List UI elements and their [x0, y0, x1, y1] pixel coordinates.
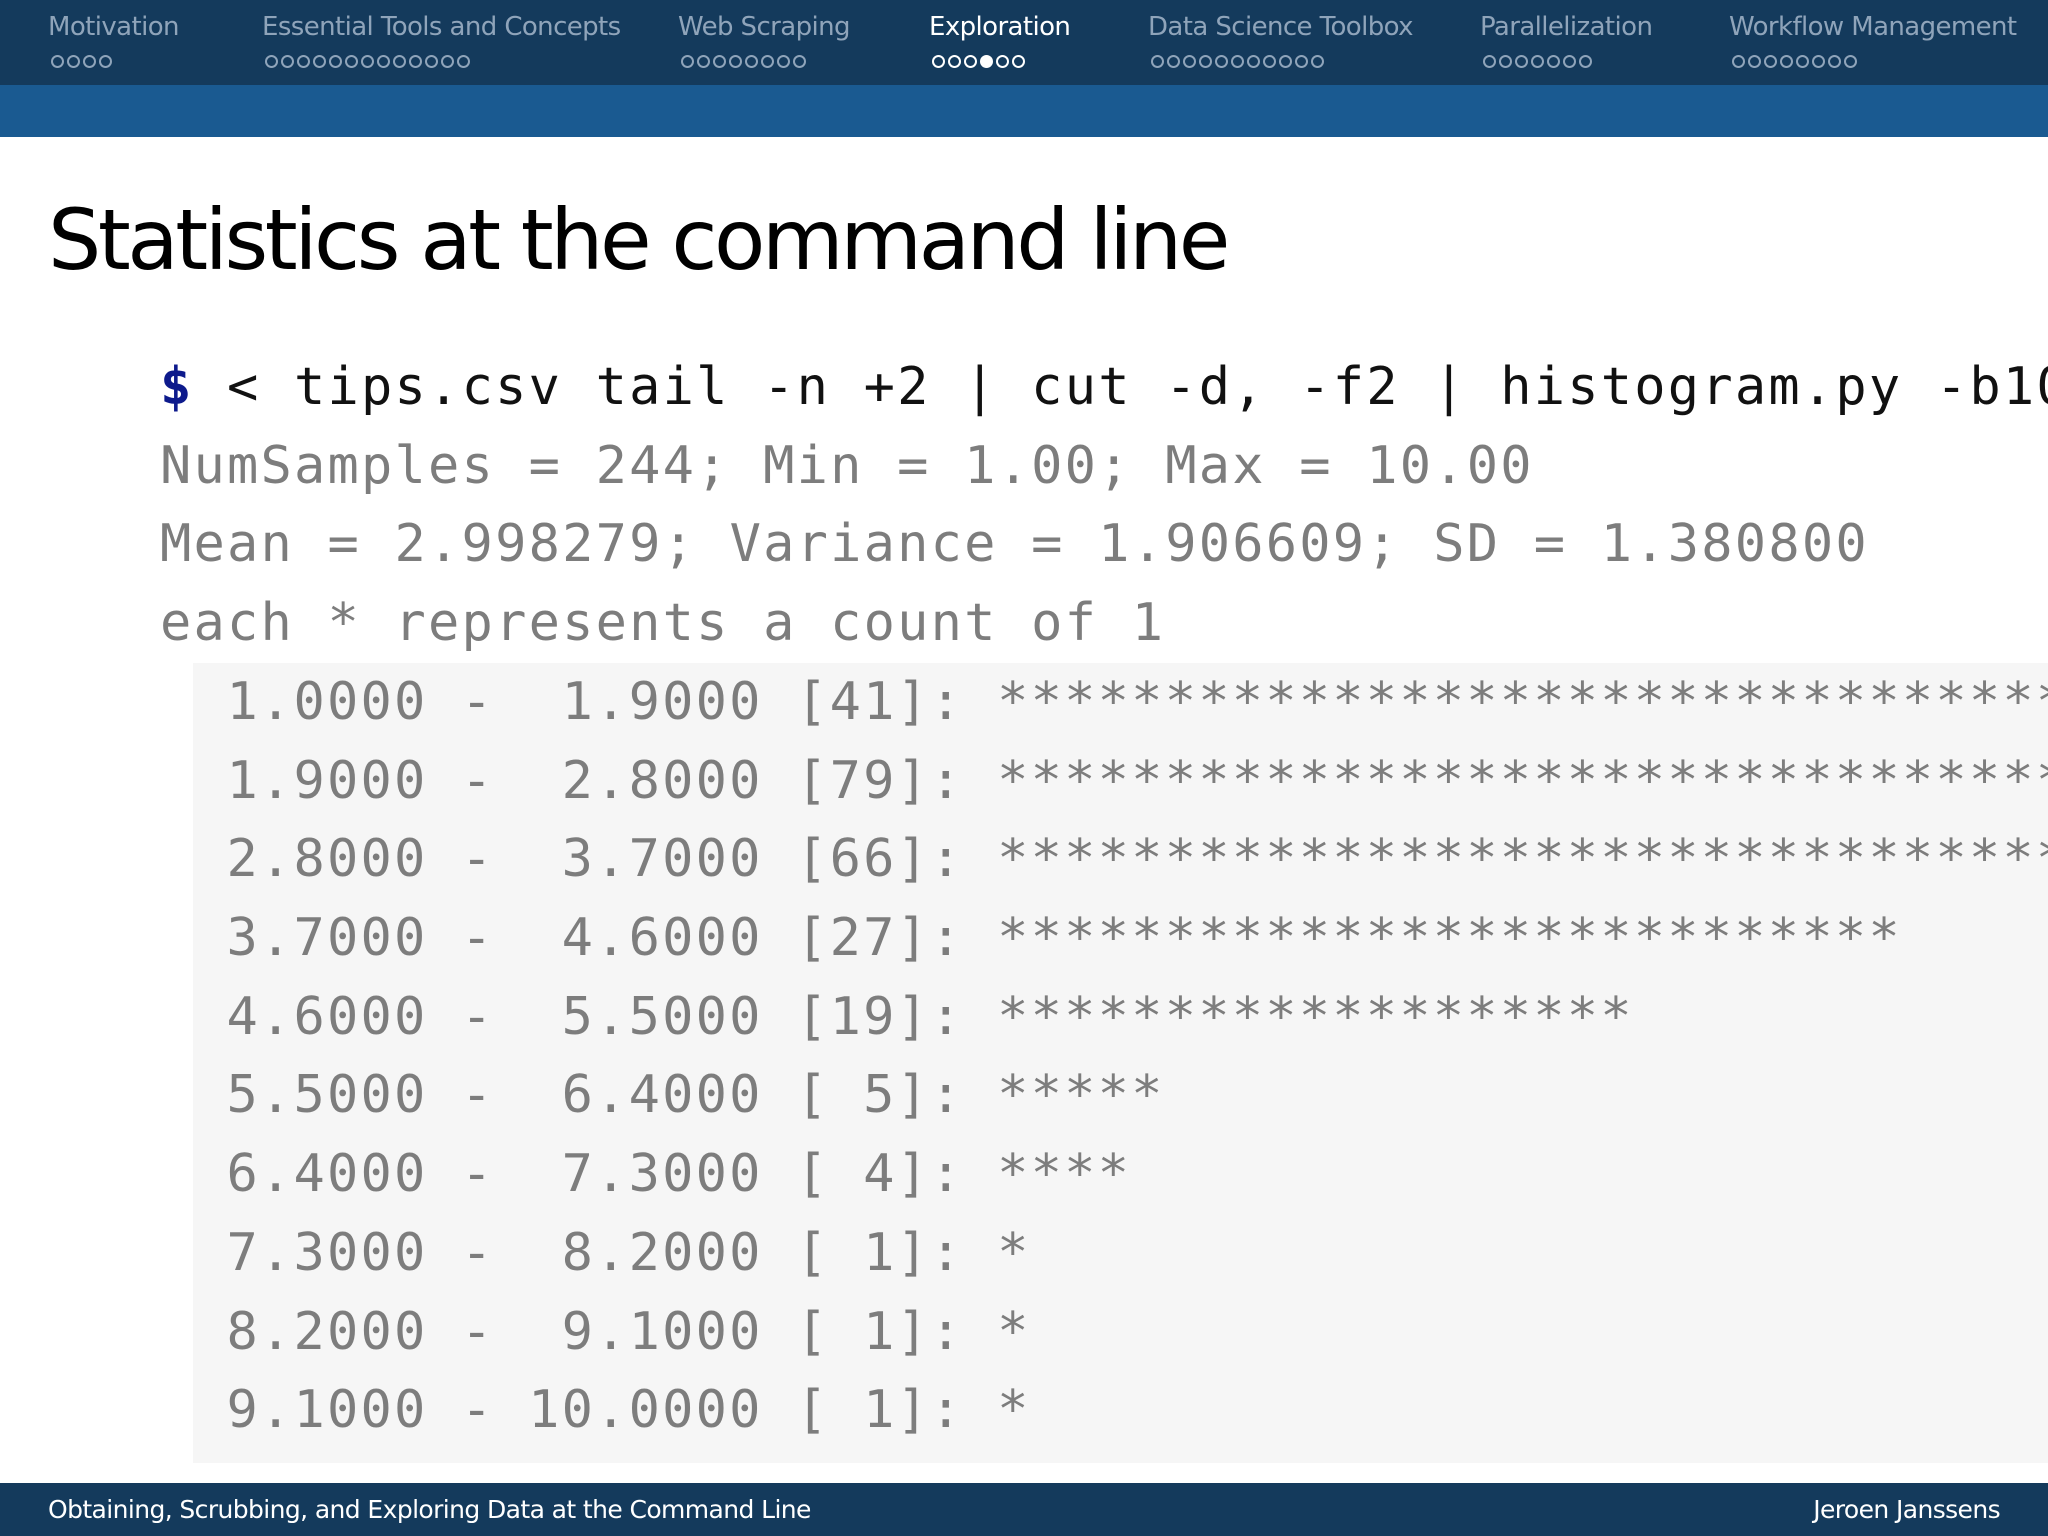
nav-dot-current[interactable] [980, 55, 993, 68]
histogram-row: 9.1000 - 10.0000 [ 1]: * [193, 1380, 1031, 1441]
output-line-legend: each * represents a count of 1 [160, 593, 1166, 654]
output-line-stats: Mean = 2.998279; Variance = 1.906609; SD… [160, 514, 1869, 575]
nav-dot[interactable] [1764, 55, 1777, 68]
nav-dot[interactable] [1295, 55, 1308, 68]
nav-dot[interactable] [1231, 55, 1244, 68]
histogram-row: 2.8000 - 3.7000 [66]: ******************… [226, 829, 2048, 890]
nav-dot[interactable] [67, 55, 80, 68]
nav-dot[interactable] [745, 55, 758, 68]
nav-slide-dots [1732, 55, 1857, 68]
nav-dot[interactable] [761, 55, 774, 68]
nav-dot[interactable] [681, 55, 694, 68]
slide-title: Statistics at the command line [48, 191, 1230, 289]
nav-dot[interactable] [99, 55, 112, 68]
nav-dot[interactable] [1279, 55, 1292, 68]
nav-dot[interactable] [1748, 55, 1761, 68]
nav-dot[interactable] [777, 55, 790, 68]
nav-dot[interactable] [1547, 55, 1560, 68]
nav-dot[interactable] [393, 55, 406, 68]
nav-dot[interactable] [964, 55, 977, 68]
nav-dot[interactable] [1151, 55, 1164, 68]
nav-dot[interactable] [713, 55, 726, 68]
nav-dot[interactable] [729, 55, 742, 68]
histogram-row: 1.9000 - 2.8000 [79]: ******************… [226, 750, 2048, 811]
nav-dot[interactable] [265, 55, 278, 68]
histogram-row: 4.6000 - 5.5000 [19]: ******************… [193, 986, 1634, 1047]
nav-dot[interactable] [1515, 55, 1528, 68]
nav-dot[interactable] [441, 55, 454, 68]
nav-dot[interactable] [1311, 55, 1324, 68]
command-text: < tips.csv tail -n +2 | cut -d, -f2 | hi… [193, 357, 2048, 417]
nav-dot[interactable] [1531, 55, 1544, 68]
nav-slide-dots [265, 55, 470, 68]
nav-dot[interactable] [1167, 55, 1180, 68]
nav-dot[interactable] [1012, 55, 1025, 68]
nav-dot[interactable] [377, 55, 390, 68]
nav-dot[interactable] [1483, 55, 1496, 68]
nav-slide-dots [932, 55, 1025, 68]
nav-dot[interactable] [1796, 55, 1809, 68]
nav-dot[interactable] [1499, 55, 1512, 68]
nav-dot[interactable] [1732, 55, 1745, 68]
nav-section-label: Essential Tools and Concepts [262, 12, 621, 42]
nav-dot[interactable] [1563, 55, 1576, 68]
nav-dot[interactable] [83, 55, 96, 68]
footer-author: Jeroen Janssens [1813, 1495, 2000, 1524]
code-block: $ < tips.csv tail -n +2 | cut -d, -f2 | … [160, 348, 2048, 663]
nav-section-label: Workflow Management [1729, 12, 2017, 42]
subsection-bar [0, 85, 2048, 137]
nav-dot[interactable] [1812, 55, 1825, 68]
nav-dot[interactable] [1247, 55, 1260, 68]
nav-dot[interactable] [425, 55, 438, 68]
nav-slide-dots [51, 55, 112, 68]
nav-dot[interactable] [313, 55, 326, 68]
nav-dot[interactable] [409, 55, 422, 68]
histogram-row: 3.7000 - 4.6000 [27]: ******************… [193, 908, 1902, 969]
nav-section-label: Parallelization [1480, 12, 1653, 42]
nav-dot[interactable] [1215, 55, 1228, 68]
nav-dot[interactable] [51, 55, 64, 68]
nav-dot[interactable] [948, 55, 961, 68]
nav-slide-dots [1483, 55, 1592, 68]
histogram-row: 1.0000 - 1.9000 [41]: ******************… [226, 672, 2048, 732]
nav-dot[interactable] [1828, 55, 1841, 68]
nav-dot[interactable] [345, 55, 358, 68]
nav-section-label: Motivation [48, 12, 179, 42]
nav-dot[interactable] [996, 55, 1009, 68]
output-line-summary: NumSamples = 244; Min = 1.00; Max = 10.0… [160, 435, 1534, 496]
section-navigation: Motivation Essential Tools and Concepts … [0, 0, 2048, 85]
nav-slide-dots [1151, 55, 1324, 68]
nav-section-label: Data Science Toolbox [1148, 12, 1414, 42]
nav-dot[interactable] [1780, 55, 1793, 68]
nav-dot[interactable] [457, 55, 470, 68]
footer-bar: Obtaining, Scrubbing, and Exploring Data… [0, 1483, 2048, 1536]
nav-dot[interactable] [1183, 55, 1196, 68]
nav-dot[interactable] [793, 55, 806, 68]
histogram-row: 6.4000 - 7.3000 [ 4]: **** [193, 1144, 1132, 1205]
nav-dot[interactable] [297, 55, 310, 68]
footer-presentation-title: Obtaining, Scrubbing, and Exploring Data… [48, 1495, 811, 1524]
nav-dot[interactable] [1199, 55, 1212, 68]
histogram-row: 7.3000 - 8.2000 [ 1]: * [193, 1222, 1031, 1283]
nav-section-label: Web Scraping [678, 12, 850, 42]
histogram-output: 1.0000 - 1.9000 [41]: ******************… [193, 663, 2048, 1463]
nav-dot[interactable] [281, 55, 294, 68]
nav-section-label: Exploration [929, 12, 1071, 42]
nav-dot[interactable] [361, 55, 374, 68]
histogram-row: 8.2000 - 9.1000 [ 1]: * [193, 1301, 1031, 1362]
nav-dot[interactable] [1844, 55, 1857, 68]
histogram-row: 5.5000 - 6.4000 [ 5]: ***** [193, 1065, 1165, 1126]
nav-dot[interactable] [1263, 55, 1276, 68]
nav-slide-dots [681, 55, 806, 68]
nav-dot[interactable] [932, 55, 945, 68]
nav-dot[interactable] [697, 55, 710, 68]
nav-dot[interactable] [1579, 55, 1592, 68]
shell-prompt: $ [160, 357, 194, 417]
nav-dot[interactable] [329, 55, 342, 68]
command-line: $ < tips.csv tail -n +2 | cut -d, -f2 | … [160, 348, 2048, 427]
